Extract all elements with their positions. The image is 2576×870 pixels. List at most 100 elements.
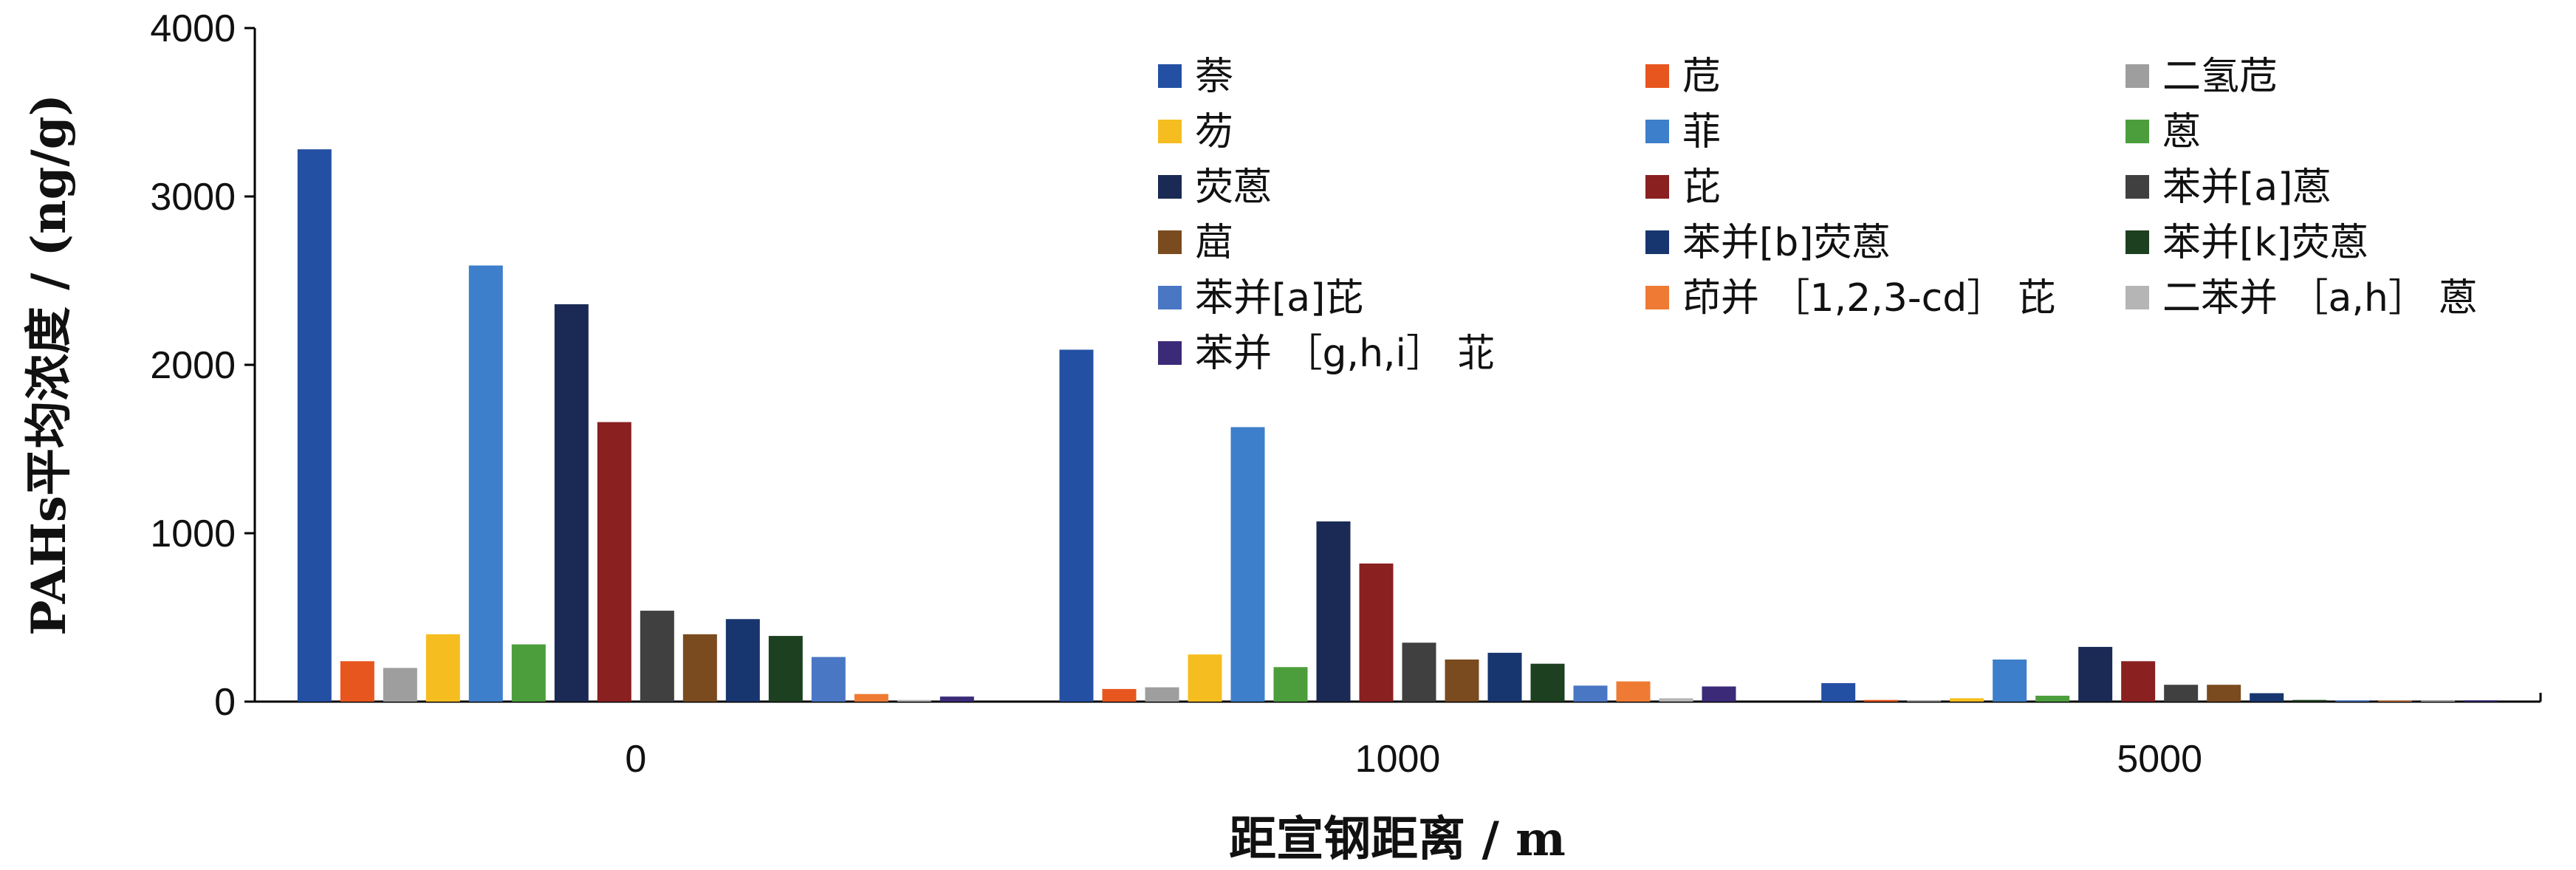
- bar: [2335, 700, 2370, 702]
- bar: [340, 661, 374, 702]
- bar: [725, 619, 760, 702]
- bar: [939, 696, 974, 702]
- legend-item: 苯并[a]蒽: [2125, 165, 2331, 210]
- bar: [1530, 663, 1565, 702]
- x-tick-label: 0: [625, 738, 646, 781]
- bar: [1102, 688, 1137, 702]
- legend-label: 二氢苊: [2162, 55, 2278, 99]
- bar: [1402, 643, 1436, 702]
- legend-label: 芘: [1682, 165, 1721, 210]
- y-tick-label: 2000: [150, 344, 236, 387]
- legend-item: 茚并 ［1,2,3-cd］ 芘: [1645, 276, 2056, 321]
- bar: [1659, 698, 1693, 702]
- legend-label: 苯并[b]荧蒽: [1682, 221, 1891, 265]
- legend-swatch: [1158, 286, 1182, 309]
- legend-swatch: [1158, 64, 1182, 88]
- legend-label: 茚并 ［1,2,3-cd］ 芘: [1682, 276, 2056, 321]
- legend-item: 荧蒽: [1158, 165, 1272, 210]
- legend-item: 苊: [1645, 55, 1721, 99]
- bar: [2035, 696, 2070, 702]
- legend-item: 苯并[a]芘: [1158, 276, 1363, 321]
- bar: [1993, 660, 2027, 702]
- bar: [425, 634, 460, 702]
- bar: [1702, 686, 1736, 702]
- bar: [1487, 652, 1522, 702]
- legend-label: 苯并[a]芘: [1195, 276, 1363, 321]
- x-axis-ticks: 0 1000 5000: [625, 738, 2202, 781]
- legend-item: 芘: [1645, 165, 1721, 210]
- y-tick-label: 4000: [150, 7, 236, 50]
- legend-label: 苯并[a]蒽: [2162, 165, 2331, 210]
- legend-item: 二苯并 ［a,h］ 蒽: [2125, 276, 2477, 321]
- legend-swatch: [1158, 175, 1182, 199]
- legend-item: 菲: [1645, 110, 1721, 154]
- bar: [1616, 681, 1651, 702]
- y-tick-label: 1000: [150, 513, 236, 555]
- bar: [1273, 667, 1308, 702]
- legend-swatch: [2125, 286, 2149, 309]
- legend-label: 荧蒽: [1195, 165, 1272, 210]
- bar: [682, 634, 717, 702]
- legend-label: 萘: [1195, 55, 1233, 99]
- legend-label: 苯并 ［g,h,i］ 苝: [1195, 332, 1496, 376]
- legend-swatch: [1158, 341, 1182, 365]
- bars: [297, 149, 2498, 702]
- legend-item: 䓛: [1158, 221, 1233, 265]
- legend-swatch: [1645, 175, 1669, 199]
- bar: [1316, 521, 1351, 702]
- legend-item: 苯并 ［g,h,i］ 苝: [1158, 332, 1496, 376]
- bar: [297, 149, 332, 702]
- legend-swatch: [1645, 64, 1669, 88]
- legend-label: 苯并[k]荧蒽: [2162, 221, 2368, 265]
- y-axis-ticks: 0 1000 2000 3000 4000: [150, 7, 255, 724]
- x-tick-label: 1000: [1355, 738, 1441, 781]
- bar: [2207, 685, 2241, 702]
- legend-label: 芴: [1195, 110, 1233, 154]
- legend-label: 菲: [1682, 110, 1721, 154]
- bar: [511, 644, 546, 702]
- legend-item: 萘: [1158, 55, 1233, 99]
- y-tick-label: 3000: [150, 176, 236, 219]
- bar: [2078, 646, 2113, 702]
- bar: [2421, 700, 2456, 702]
- legend-swatch: [1158, 230, 1182, 254]
- bar: [1445, 660, 1479, 702]
- legend-swatch: [1645, 230, 1669, 254]
- bar: [897, 699, 931, 702]
- bar: [468, 265, 503, 702]
- bar: [2292, 699, 2327, 702]
- legend-swatch: [2125, 230, 2149, 254]
- legend-item: 芴: [1158, 110, 1233, 154]
- plot-area: 0 1000 2000 3000 4000 0 1000 5000: [150, 7, 2542, 781]
- legend-item: 苯并[k]荧蒽: [2125, 221, 2368, 265]
- bar: [811, 657, 846, 702]
- legend-label: 蒽: [2162, 110, 2201, 154]
- legend-swatch: [1645, 286, 1669, 309]
- bar: [2464, 700, 2498, 702]
- bar: [554, 304, 589, 702]
- bar: [1950, 698, 1984, 702]
- legend-swatch: [2125, 175, 2149, 199]
- bar: [1864, 699, 1899, 702]
- bar: [1907, 700, 1942, 702]
- bar: [383, 668, 417, 702]
- bar: [2378, 700, 2413, 702]
- legend-swatch: [2125, 120, 2149, 143]
- bar: [640, 610, 674, 702]
- bar: [854, 693, 888, 702]
- bar: [2164, 685, 2199, 702]
- legend-swatch: [1645, 120, 1669, 143]
- legend-label: 苊: [1682, 55, 1721, 99]
- y-axis-title: PAHs平均浓度 / (ng/g): [21, 94, 77, 636]
- x-axis-title: 距宣钢距离 / m: [1229, 812, 1566, 867]
- bar: [1230, 427, 1265, 702]
- bar: [1359, 564, 1394, 702]
- legend-item: 蒽: [2125, 110, 2201, 154]
- legend-swatch: [1158, 120, 1182, 143]
- bar: [768, 636, 803, 702]
- bar: [1821, 682, 1856, 702]
- bar: [1573, 685, 1608, 702]
- bar: [597, 422, 631, 702]
